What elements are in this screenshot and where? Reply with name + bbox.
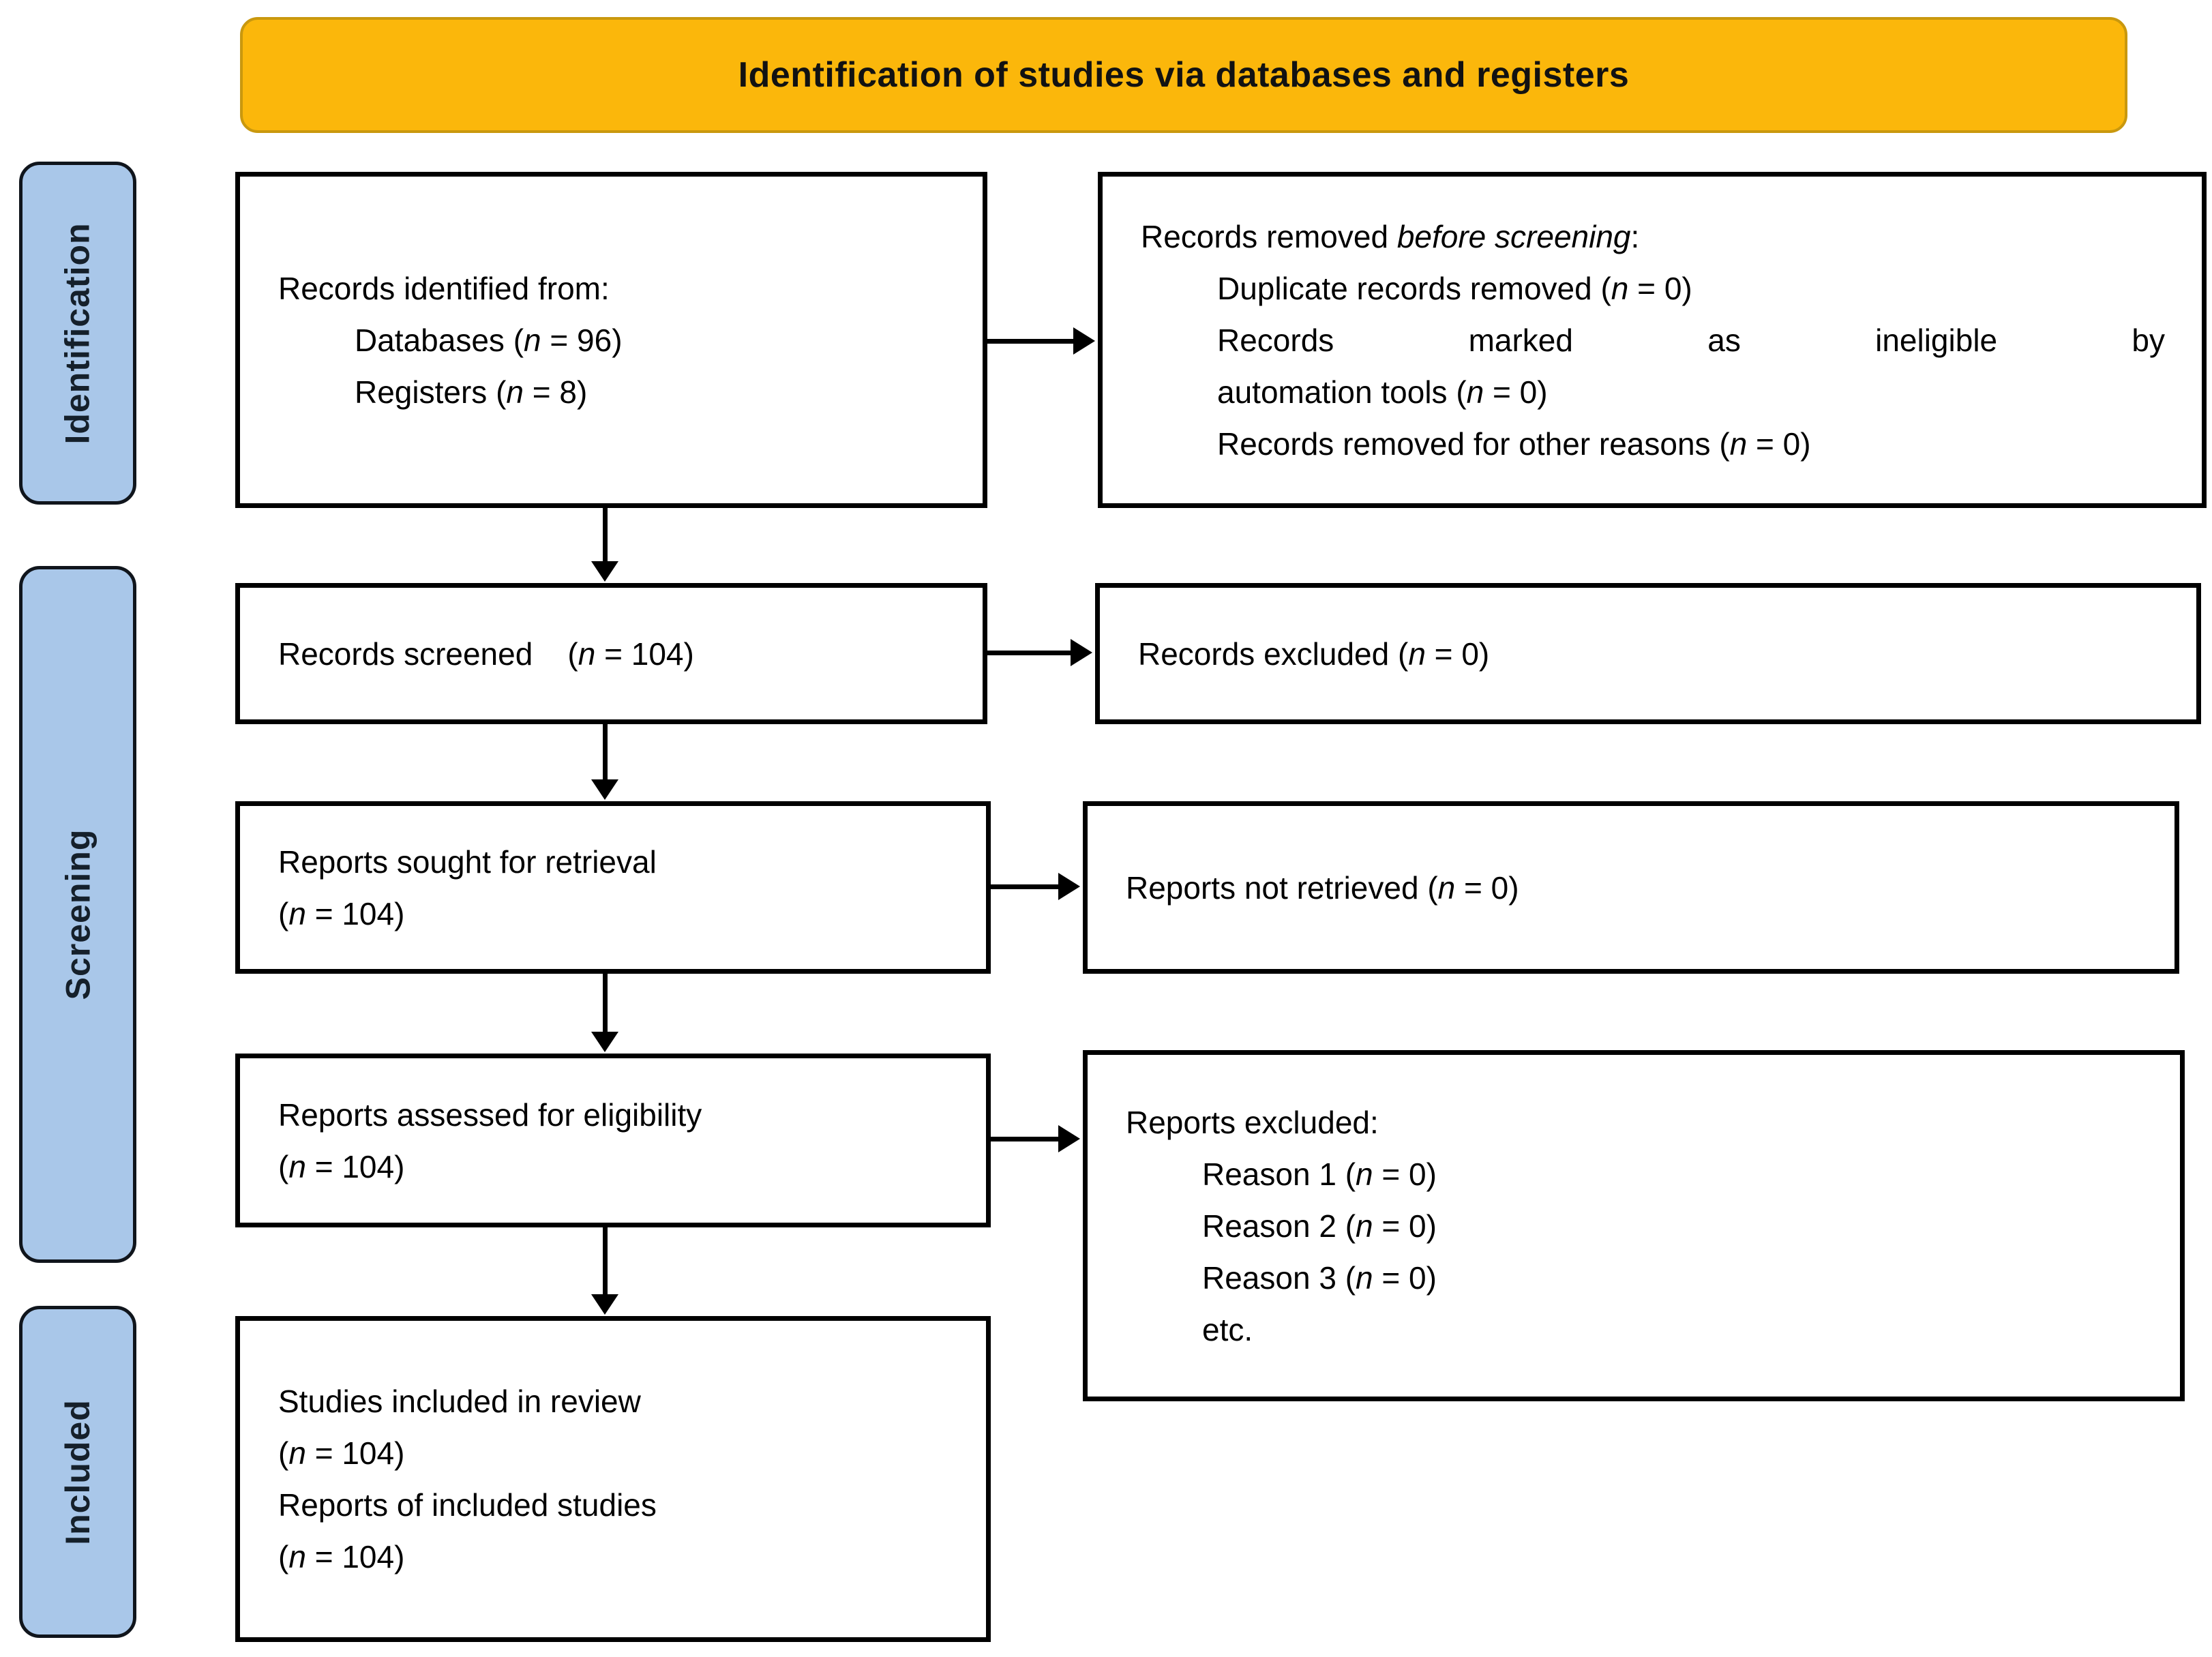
- box-text-line: Studies included in review: [278, 1384, 641, 1419]
- box-text-line: Records marked as ineligible by: [1217, 322, 2165, 358]
- box-text-line: (n = 104): [278, 895, 405, 931]
- box-studies-included-in-review: Studies included in review (n = 104) Repor…: [235, 1316, 991, 1642]
- box-records-identified: Records identified from: Databases (n = 9…: [235, 172, 987, 508]
- box-records-screened: Records screened (n = 104): [235, 583, 987, 724]
- stage-chip-screening: Screening: [19, 566, 136, 1263]
- box-text-line: Registers (n = 8): [355, 374, 588, 410]
- box-reports-assessed-for-eligibility: Reports assessed for eligibility (n = 104…: [235, 1054, 991, 1227]
- diagram-title: Identification of studies via databases …: [738, 55, 1630, 95]
- box-text-line: automation tools (n = 0): [1217, 374, 1548, 410]
- arrow-right-identified-to-removed-icon: [987, 327, 1095, 355]
- box-records-excluded: Records excluded (n = 0): [1095, 583, 2201, 724]
- arrow-down-identified-to-screened-icon: [591, 508, 618, 582]
- box-reports-not-retrieved: Reports not retrieved (n = 0): [1083, 801, 2179, 974]
- box-text-line: (n = 104): [278, 1148, 405, 1184]
- arrow-right-screened-to-excluded-icon: [987, 639, 1092, 666]
- arrow-down-sought-to-assessed-icon: [591, 974, 618, 1052]
- box-text-line: (n = 104): [278, 1435, 405, 1471]
- arrow-right-sought-to-not-retrieved-icon: [990, 873, 1080, 900]
- stage-label-included: Included: [59, 1399, 98, 1545]
- box-text-line: Records identified from:: [278, 270, 610, 306]
- diagram-title-banner: Identification of studies via databases …: [240, 17, 2127, 133]
- box-text-line: Reports sought for retrieval: [278, 844, 657, 880]
- box-text-line: Records screened (n = 104): [278, 636, 694, 672]
- arrow-down-screened-to-sought-icon: [591, 724, 618, 800]
- box-text-line: Records removed before screening:: [1141, 218, 1640, 254]
- box-text-line: Reason 3 (n = 0): [1202, 1259, 1437, 1296]
- box-text-line: Reason 2 (n = 0): [1202, 1208, 1437, 1244]
- box-text-line: Reports excluded:: [1126, 1104, 1379, 1140]
- arrow-right-assessed-to-excluded-icon: [990, 1125, 1080, 1152]
- box-text-line: Reports assessed for eligibility: [278, 1096, 702, 1133]
- stage-label-screening: Screening: [59, 828, 97, 1000]
- box-text-line: Databases (n = 96): [355, 322, 623, 358]
- stage-chip-identification: Identification: [19, 162, 136, 505]
- box-reports-sought-for-retrieval: Reports sought for retrieval (n = 104): [235, 801, 991, 974]
- box-text-line: Records removed for other reasons (n = 0…: [1217, 426, 1811, 462]
- box-text-line: Records excluded (n = 0): [1138, 636, 1490, 672]
- box-text-line: Reports not retrieved (n = 0): [1126, 869, 1519, 906]
- box-records-removed-before-screening: Records removed before screening: Duplica…: [1098, 172, 2207, 508]
- box-text-line: Duplicate records removed (n = 0): [1217, 270, 1692, 306]
- box-text-line: Reports of included studies: [278, 1487, 657, 1523]
- box-text-line: etc.: [1202, 1311, 1253, 1347]
- box-text-line: (n = 104): [278, 1539, 405, 1574]
- stage-label-identification: Identification: [59, 222, 98, 445]
- box-text-line: Reason 1 (n = 0): [1202, 1156, 1437, 1192]
- box-reports-excluded: Reports excluded: Reason 1 (n = 0) Reason …: [1083, 1050, 2185, 1401]
- stage-chip-included: Included: [19, 1306, 136, 1638]
- arrow-down-assessed-to-included-icon: [591, 1227, 618, 1315]
